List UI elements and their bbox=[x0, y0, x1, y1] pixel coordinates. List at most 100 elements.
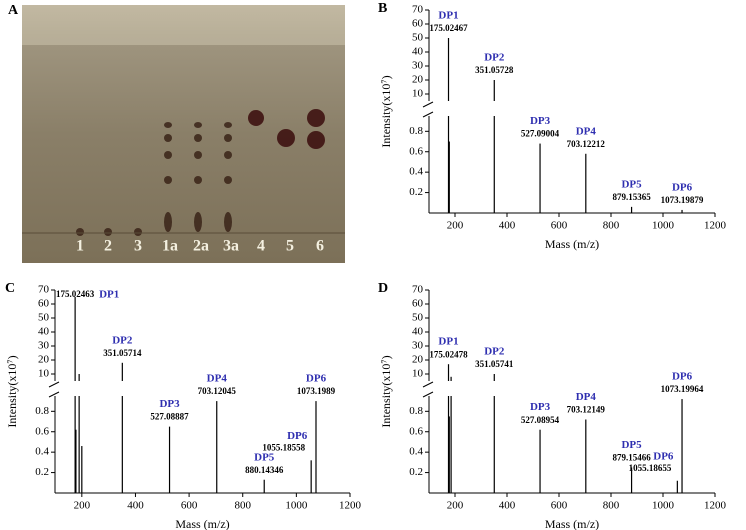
y-tick-label: 0.2 bbox=[409, 466, 423, 478]
peak-mz-label: 1073.19879 bbox=[661, 195, 704, 205]
x-axis-label: Mass (m/z) bbox=[545, 517, 599, 530]
peak-mz-label: 1055.18558 bbox=[262, 442, 305, 452]
peak-mz-label: 175.02467 bbox=[429, 23, 468, 33]
peak-mz-label: 527.08954 bbox=[521, 415, 560, 425]
y-tick-label: 50 bbox=[412, 312, 424, 324]
peak-name: DP4 bbox=[576, 125, 597, 137]
peak-name: DP6 bbox=[306, 373, 327, 385]
peak-name: DP6 bbox=[672, 371, 693, 383]
peak-name: DP3 bbox=[530, 401, 551, 413]
x-tick-label: 1000 bbox=[652, 220, 675, 232]
y-tick-label: 40 bbox=[38, 326, 50, 338]
x-tick-label: 600 bbox=[181, 500, 198, 512]
x-tick-label: 400 bbox=[499, 500, 516, 512]
y-tick-label: 0.4 bbox=[409, 166, 423, 178]
panel-label: C bbox=[5, 281, 15, 296]
peak-mz-label: 703.12045 bbox=[198, 386, 237, 396]
peak-mz-label: 703.12149 bbox=[567, 405, 606, 415]
y-tick-label: 40 bbox=[412, 46, 424, 58]
peak-mz-label: 703.12212 bbox=[567, 139, 606, 149]
y-tick-label: 50 bbox=[38, 312, 50, 324]
x-tick-label: 800 bbox=[603, 220, 620, 232]
x-axis-label: Mass (m/z) bbox=[545, 237, 599, 251]
y-tick-label: 0.6 bbox=[409, 425, 423, 437]
y-axis-label: Intensity(x10⁷) bbox=[379, 355, 393, 427]
tlc-photo bbox=[22, 5, 345, 263]
x-tick-label: 800 bbox=[234, 500, 251, 512]
peak-name: DP1 bbox=[438, 10, 458, 22]
x-tick-label: 600 bbox=[551, 220, 568, 232]
x-tick-label: 200 bbox=[447, 220, 464, 232]
x-axis-label: Mass (m/z) bbox=[175, 517, 229, 530]
peak-mz-label: 527.08887 bbox=[150, 412, 189, 422]
panel-label: B bbox=[378, 1, 387, 16]
axis-break bbox=[422, 391, 434, 398]
y-tick-label: 0.4 bbox=[409, 446, 423, 458]
y-tick-label: 0.8 bbox=[409, 125, 423, 137]
lane-label: 6 bbox=[316, 238, 324, 255]
peak-name: DP5 bbox=[621, 178, 642, 190]
peak-mz-label: 879.15365 bbox=[612, 192, 651, 202]
peak-mz-label: 1073.1989 bbox=[297, 386, 336, 396]
x-tick-label: 800 bbox=[603, 500, 620, 512]
y-tick-label: 50 bbox=[412, 32, 424, 44]
peak-name: DP1 bbox=[438, 336, 458, 348]
y-tick-label: 70 bbox=[412, 284, 424, 296]
y-tick-label: 0.4 bbox=[35, 446, 49, 458]
peak-mz-label: 880.14346 bbox=[245, 465, 284, 475]
peak-mz-label: 1055.18655 bbox=[629, 463, 672, 473]
lane-label: 1 bbox=[76, 238, 84, 255]
lane-label: 4 bbox=[257, 238, 265, 255]
lane-label: 1a bbox=[162, 238, 178, 255]
y-tick-label: 60 bbox=[412, 298, 424, 310]
lane-label: 2 bbox=[104, 238, 112, 255]
y-tick-label: 0.2 bbox=[35, 466, 49, 478]
panel-label: D bbox=[378, 281, 388, 296]
lane-label: 2a bbox=[193, 238, 209, 255]
lane-label: 5 bbox=[286, 238, 294, 255]
x-tick-label: 1200 bbox=[704, 220, 727, 232]
y-tick-label: 70 bbox=[38, 284, 50, 296]
axis-break bbox=[422, 111, 434, 118]
peak-name: DP3 bbox=[530, 115, 551, 127]
axis-break bbox=[422, 381, 434, 388]
peak-name: DP6 bbox=[287, 430, 308, 442]
x-tick-label: 400 bbox=[127, 500, 144, 512]
panel-label: A bbox=[8, 3, 19, 18]
x-tick-label: 1200 bbox=[704, 500, 727, 512]
y-tick-label: 0.2 bbox=[409, 186, 423, 198]
lane-label: 3 bbox=[134, 238, 142, 255]
y-tick-label: 0.6 bbox=[35, 425, 49, 437]
peak-name: DP5 bbox=[621, 439, 642, 451]
peak-name: DP4 bbox=[207, 373, 228, 385]
axis-break bbox=[48, 391, 60, 398]
y-tick-label: 30 bbox=[412, 340, 424, 352]
x-tick-label: 1000 bbox=[285, 500, 308, 512]
y-tick-label: 60 bbox=[38, 298, 50, 310]
peak-mz-label: 351.05728 bbox=[475, 65, 514, 75]
peak-name: DP6 bbox=[672, 181, 693, 193]
peak-mz-label: 1073.19964 bbox=[661, 384, 704, 394]
peak-name: DP1 bbox=[99, 289, 119, 301]
peak-mz-label: 351.05741 bbox=[475, 359, 514, 369]
y-tick-label: 30 bbox=[412, 60, 424, 72]
x-tick-label: 400 bbox=[499, 220, 516, 232]
y-tick-label: 0.8 bbox=[35, 405, 49, 417]
peak-name: DP6 bbox=[653, 450, 674, 462]
y-tick-label: 20 bbox=[412, 74, 424, 86]
y-tick-label: 20 bbox=[38, 354, 50, 366]
x-tick-label: 200 bbox=[74, 500, 91, 512]
x-tick-label: 600 bbox=[551, 500, 568, 512]
peak-mz-label: 879.15466 bbox=[612, 453, 651, 463]
y-axis-label: Intensity(x10⁷) bbox=[5, 355, 19, 427]
y-tick-label: 70 bbox=[412, 4, 424, 16]
y-tick-label: 20 bbox=[412, 354, 424, 366]
peak-name: DP5 bbox=[254, 451, 275, 463]
y-tick-label: 10 bbox=[412, 88, 424, 100]
peak-name: DP4 bbox=[576, 391, 597, 403]
y-tick-label: 10 bbox=[412, 368, 424, 380]
peak-mz-label: 175.02463 bbox=[56, 289, 95, 299]
y-tick-label: 0.6 bbox=[409, 145, 423, 157]
y-tick-label: 40 bbox=[412, 326, 424, 338]
